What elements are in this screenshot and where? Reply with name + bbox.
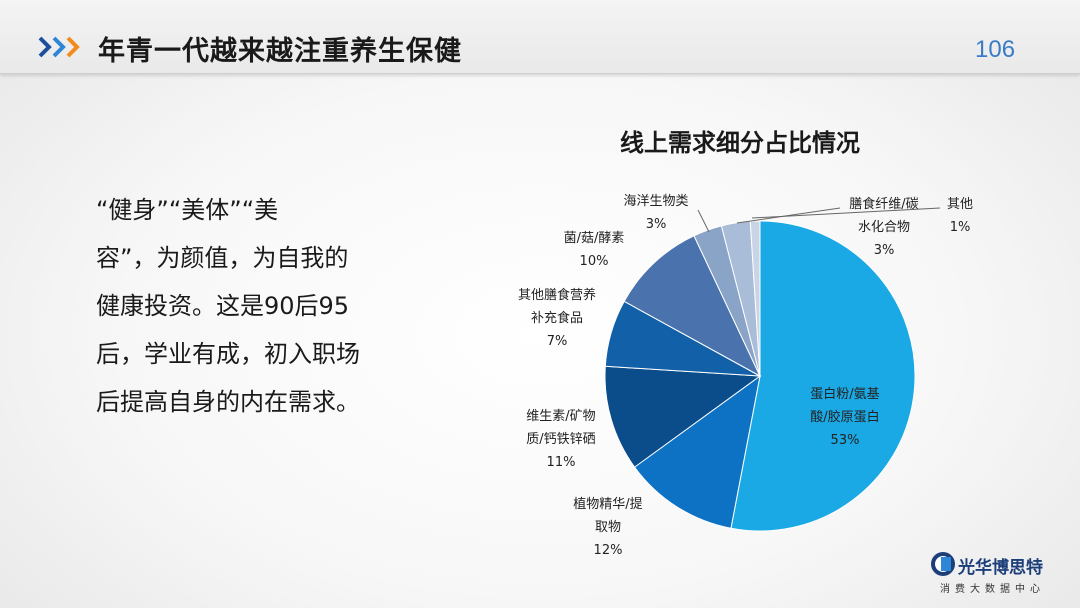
slice-label: 菌/菇/酵素 10% [564,231,625,269]
header-bar: 年青一代越来越注重养生保健 106 [0,0,1080,74]
slice-label: 海洋生物类 3% [623,194,688,232]
logo-subtitle: 消费大数据中心 [940,584,1045,595]
pie-slice [623,235,762,378]
logo-mark-icon [931,552,955,576]
body-paragraph: “健身”“美体”“美 容”，为颜值，为自我的 健康投资。这是90后95 后，学业… [96,196,360,416]
slice-label: 植物精华/提取物 12% [573,496,642,558]
slice-label-line: 12% [594,543,623,558]
slice-label-line: 1% [950,220,971,235]
slice-label-line: 其他膳食营养 [518,287,596,303]
slice-label-line: 膳食纤维/碳 [849,196,918,212]
slice-label-line: 菌/菇/酵素 [564,231,625,246]
slice-label-line: 酸/胶原蛋白 [810,409,879,425]
leader-line [697,209,710,233]
slice-label-line: 3% [646,217,667,232]
slice-label: 其他 1% [947,197,973,235]
logo-name: 光华博思特 [958,558,1043,578]
slice-label-line: 质/钙铁锌硒 [526,432,595,447]
slice-label-line: 植物精华/提 [573,496,642,512]
slice-label-line: 10% [580,254,609,269]
slice-label-line: 蛋白粉/氨基 [810,386,879,402]
slice-label-line: 水化合物 [858,220,910,235]
slice-label-line: 7% [547,334,568,349]
slice-label-line: 补充食品 [531,310,583,326]
slice-label: 膳食纤维/碳水化合物 3% [849,196,918,258]
slice-label-line: 维生素/矿物 [526,409,595,424]
leader-line [736,207,841,224]
chevrons-icon [38,36,80,58]
pie-slice [730,220,916,532]
slice-label-line: 海洋生物类 [623,194,688,209]
brand-logo: 光华博思特 消费大数据中心 [930,551,1070,599]
slice-label: 其他膳食营养补充食品 7% [518,287,596,349]
page-number: 106 [975,36,1016,63]
slice-label-line: 取物 [595,520,621,535]
slice-label: 维生素/矿物质/钙铁锌硒 11% [526,409,595,470]
chart-title: 线上需求细分占比情况 [620,129,860,157]
leader-line [751,207,941,219]
slice-label-line: 其他 [947,197,973,212]
pie-slice [633,374,761,529]
pie-slice [604,365,762,468]
slice-label-line: 53% [831,433,860,448]
slice-label-line: 11% [547,455,576,470]
slice-label: 蛋白粉/氨基酸/胶原蛋白 53% [810,386,879,448]
page-title: 年青一代越来越注重养生保健 [98,36,462,67]
slice-label-line: 3% [874,243,895,258]
